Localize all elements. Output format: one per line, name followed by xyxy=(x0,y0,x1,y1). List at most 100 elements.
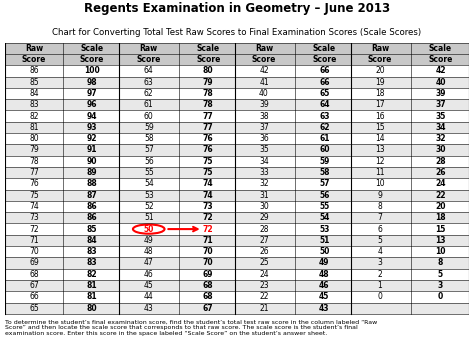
Text: 53: 53 xyxy=(319,225,329,234)
Text: 92: 92 xyxy=(87,134,97,143)
Text: 25: 25 xyxy=(259,258,269,267)
Text: 64: 64 xyxy=(319,100,329,109)
Bar xyxy=(118,235,235,246)
Text: 91: 91 xyxy=(87,146,97,154)
Bar xyxy=(235,122,351,133)
Bar xyxy=(118,190,235,201)
Text: 12: 12 xyxy=(375,157,385,166)
Text: 37: 37 xyxy=(259,123,269,132)
Bar xyxy=(118,178,235,190)
Text: 31: 31 xyxy=(259,191,269,200)
Text: 2: 2 xyxy=(378,270,383,279)
Bar xyxy=(5,269,118,280)
Text: Score: Score xyxy=(368,55,392,64)
Text: 70: 70 xyxy=(203,247,213,256)
Text: 48: 48 xyxy=(144,247,154,256)
Bar xyxy=(118,280,235,291)
Bar xyxy=(351,201,469,212)
Text: 78: 78 xyxy=(29,157,39,166)
Text: 15: 15 xyxy=(435,225,446,234)
Text: 86: 86 xyxy=(29,66,39,75)
Text: 0: 0 xyxy=(378,293,383,301)
Bar xyxy=(118,257,235,269)
Bar xyxy=(235,246,351,257)
Bar xyxy=(351,257,469,269)
Bar xyxy=(5,223,118,235)
Text: 71: 71 xyxy=(203,236,213,245)
Bar xyxy=(5,212,118,223)
Text: Raw: Raw xyxy=(25,44,43,53)
Bar xyxy=(5,178,118,190)
Text: 29: 29 xyxy=(259,213,269,222)
Text: 3: 3 xyxy=(378,258,383,267)
Text: 90: 90 xyxy=(87,157,97,166)
Bar xyxy=(351,178,469,190)
Text: Score: Score xyxy=(80,55,104,64)
Text: 86: 86 xyxy=(87,213,97,222)
Bar xyxy=(118,201,235,212)
Text: 32: 32 xyxy=(435,134,446,143)
Text: 8: 8 xyxy=(378,202,383,211)
Bar xyxy=(5,99,118,110)
Text: 84: 84 xyxy=(29,89,39,98)
Text: Scale: Scale xyxy=(197,44,220,53)
Text: Score: Score xyxy=(22,55,46,64)
Text: 30: 30 xyxy=(435,146,446,154)
Bar xyxy=(5,110,118,122)
Text: 70: 70 xyxy=(29,247,39,256)
Text: 71: 71 xyxy=(29,236,39,245)
Bar xyxy=(118,88,235,99)
Text: 74: 74 xyxy=(29,202,39,211)
Bar xyxy=(235,43,351,54)
Text: 39: 39 xyxy=(435,89,446,98)
Text: 78: 78 xyxy=(203,89,214,98)
Text: 52: 52 xyxy=(144,202,154,211)
Bar xyxy=(235,155,351,167)
Text: 10: 10 xyxy=(375,179,385,189)
Text: 20: 20 xyxy=(375,66,385,75)
Text: 40: 40 xyxy=(259,89,269,98)
Bar xyxy=(235,54,351,65)
Text: 89: 89 xyxy=(87,168,97,177)
Text: 61: 61 xyxy=(319,134,329,143)
Text: 75: 75 xyxy=(29,191,39,200)
Text: 11: 11 xyxy=(375,168,385,177)
Text: 35: 35 xyxy=(435,111,446,121)
Bar xyxy=(235,88,351,99)
Bar xyxy=(351,65,469,77)
Text: 82: 82 xyxy=(87,270,97,279)
Bar xyxy=(118,99,235,110)
Text: 60: 60 xyxy=(319,146,329,154)
Text: 19: 19 xyxy=(375,78,385,87)
Bar xyxy=(235,291,351,302)
Text: Regents Examination in Geometry – June 2013: Regents Examination in Geometry – June 2… xyxy=(84,2,390,15)
Text: 13: 13 xyxy=(435,236,446,245)
Text: 51: 51 xyxy=(144,213,154,222)
Text: 77: 77 xyxy=(203,123,214,132)
Text: 34: 34 xyxy=(435,123,446,132)
Text: 93: 93 xyxy=(87,123,97,132)
Text: 75: 75 xyxy=(203,168,213,177)
Bar xyxy=(118,54,235,65)
Bar xyxy=(351,43,469,54)
Bar xyxy=(118,302,235,314)
Text: 67: 67 xyxy=(203,304,213,313)
Bar xyxy=(351,223,469,235)
Bar xyxy=(5,302,118,314)
Text: 23: 23 xyxy=(259,281,269,290)
Text: 56: 56 xyxy=(144,157,154,166)
Bar xyxy=(5,77,118,88)
Bar xyxy=(5,257,118,269)
Text: 45: 45 xyxy=(319,293,329,301)
Bar xyxy=(235,178,351,190)
Text: 21: 21 xyxy=(259,304,269,313)
Text: 76: 76 xyxy=(203,146,213,154)
Text: 69: 69 xyxy=(203,270,213,279)
Text: 80: 80 xyxy=(29,134,39,143)
Bar xyxy=(351,88,469,99)
Bar xyxy=(5,144,118,155)
Text: 56: 56 xyxy=(319,191,329,200)
Bar xyxy=(235,302,351,314)
Text: 42: 42 xyxy=(259,66,269,75)
Text: Score: Score xyxy=(137,55,161,64)
